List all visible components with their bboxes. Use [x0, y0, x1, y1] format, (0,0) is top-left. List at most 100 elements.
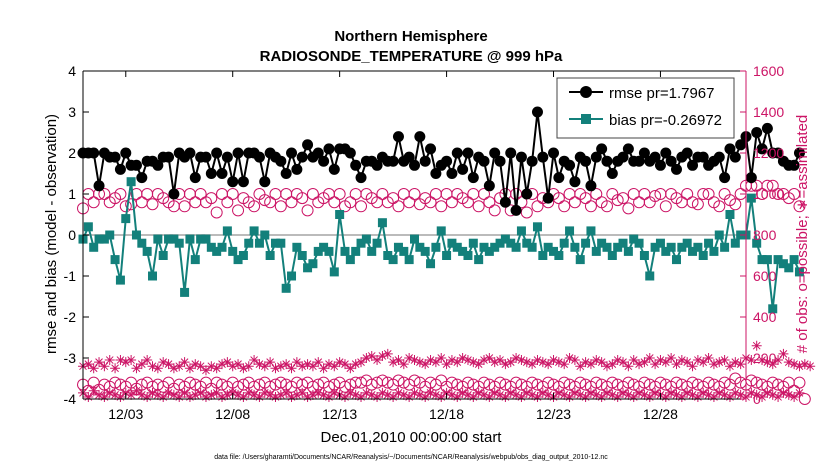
possible-obs-marker	[617, 192, 630, 205]
bias-marker	[254, 238, 264, 248]
possible-obs-marker	[478, 376, 491, 389]
assimilated-obs-marker	[94, 389, 105, 400]
assimilated-obs-marker	[623, 361, 634, 372]
possible-obs-marker	[355, 200, 368, 213]
assimilated-obs-marker	[575, 389, 586, 400]
rmse-marker	[227, 176, 239, 188]
y-right-tick-label: 0	[753, 391, 761, 407]
assimilated-obs-marker	[751, 340, 762, 351]
assimilated-obs-marker	[783, 389, 794, 400]
assimilated-obs-marker	[345, 363, 356, 374]
bias-marker	[730, 238, 740, 248]
possible-obs-marker	[205, 192, 218, 205]
rmse-marker	[510, 204, 522, 216]
assimilated-obs-marker	[457, 387, 468, 398]
assimilated-obs-marker	[468, 357, 479, 368]
rmse-marker	[622, 143, 634, 155]
rmse-marker	[280, 168, 292, 179]
y-left-tick-label: 3	[68, 104, 76, 120]
assimilated-obs-marker	[559, 389, 570, 400]
assimilated-obs-marker	[377, 350, 388, 361]
assimilated-obs-marker	[238, 363, 249, 374]
assimilated-obs-marker	[265, 389, 276, 400]
assimilated-obs-marker	[329, 387, 340, 398]
assimilated-obs-marker	[773, 391, 784, 402]
rmse-marker	[724, 143, 736, 155]
assimilated-obs-marker	[575, 361, 586, 372]
rmse-marker	[697, 151, 709, 163]
rmse-marker	[216, 168, 228, 179]
assimilated-obs-marker	[200, 391, 211, 402]
possible-obs-marker	[146, 198, 159, 211]
bias-marker	[778, 259, 788, 269]
x-tick-label: 12/13	[322, 406, 357, 422]
possible-obs-marker	[520, 206, 533, 219]
assimilated-obs-marker	[388, 357, 399, 368]
assimilated-obs-marker	[163, 387, 174, 398]
assimilated-obs-marker	[158, 391, 169, 402]
rmse-marker	[205, 168, 217, 179]
assimilated-obs-marker	[142, 355, 153, 366]
assimilated-obs-marker	[644, 353, 655, 363]
bias-marker	[335, 210, 345, 219]
assimilated-obs-marker	[302, 391, 313, 402]
bias-marker	[233, 255, 243, 265]
assimilated-obs-marker	[698, 357, 709, 368]
bias-marker	[399, 246, 409, 256]
assimilated-obs-marker	[479, 355, 490, 366]
assimilated-obs-marker	[618, 387, 629, 398]
possible-obs-marker	[606, 376, 619, 389]
possible-obs-marker	[729, 198, 742, 211]
assimilated-obs-marker	[356, 357, 367, 368]
possible-obs-marker	[798, 393, 811, 405]
rmse-marker	[275, 155, 287, 167]
assimilated-obs-marker	[666, 387, 677, 398]
y-right-tick-label: 1600	[753, 63, 784, 79]
y-right-tick-label: 200	[753, 350, 777, 366]
assimilated-obs-marker	[516, 391, 527, 402]
assimilated-obs-marker	[789, 359, 800, 370]
rmse-marker	[793, 147, 805, 159]
assimilated-obs-marker	[634, 359, 645, 370]
assimilated-obs-marker	[372, 391, 383, 402]
assimilated-obs-marker	[585, 387, 596, 398]
bias-marker	[468, 238, 478, 248]
possible-obs-marker	[526, 376, 539, 389]
rmse-marker	[392, 131, 404, 143]
rmse-marker	[414, 131, 426, 143]
assimilated-obs-marker	[195, 387, 206, 398]
assimilated-obs-marker	[724, 361, 735, 372]
rmse-marker	[788, 159, 800, 171]
assimilated-obs-marker	[543, 359, 554, 370]
assimilated-obs-marker	[158, 357, 169, 368]
rmse-marker	[564, 159, 576, 171]
rmse-marker	[318, 155, 330, 167]
rmse-marker	[425, 143, 437, 155]
rmse-marker	[200, 151, 212, 163]
x-axis-label: Dec.01,2010 00:00:00 start	[321, 429, 503, 446]
bias-marker	[308, 259, 318, 269]
assimilated-obs-marker	[559, 359, 570, 370]
y-right-tick-label: 800	[753, 227, 777, 243]
assimilated-obs-marker	[660, 391, 671, 402]
bias-marker	[602, 242, 612, 252]
assimilated-obs-marker	[719, 355, 730, 366]
bias-marker	[789, 255, 799, 265]
possible-obs-marker	[333, 188, 346, 200]
bias-marker	[436, 226, 446, 236]
rmse-marker	[302, 139, 314, 151]
bias-marker	[613, 242, 623, 252]
assimilated-obs-marker	[195, 361, 206, 372]
x-tick-label: 12/03	[108, 406, 143, 422]
assimilated-obs-marker	[120, 357, 131, 368]
assimilated-obs-marker	[184, 391, 195, 402]
assimilated-obs-marker	[532, 355, 543, 366]
rmse-marker	[451, 147, 463, 159]
rmse-marker	[569, 176, 581, 188]
bias-marker	[201, 234, 211, 244]
assimilated-obs-marker	[532, 391, 543, 402]
rmse-marker	[88, 147, 100, 159]
possible-obs-marker	[392, 374, 405, 387]
rmse-marker	[596, 143, 608, 155]
bias-marker	[319, 242, 329, 252]
